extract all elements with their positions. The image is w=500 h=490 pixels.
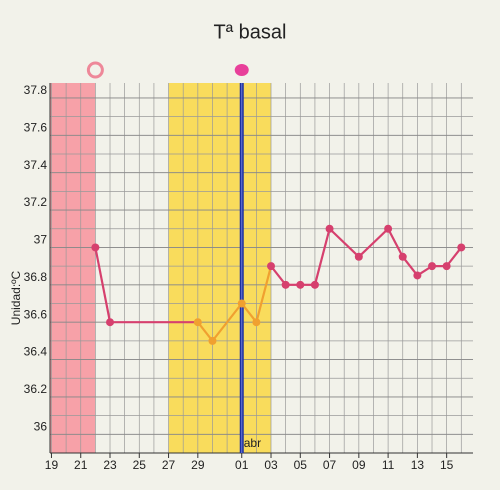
point (193, 318, 202, 327)
marker (234, 64, 249, 76)
line-segment (255, 265, 273, 323)
line-segment (387, 228, 404, 258)
y-tick-label: 37.2 (24, 195, 48, 209)
y-tick-label: 36.2 (24, 382, 48, 396)
month-label: abr (244, 436, 261, 450)
marker (86, 61, 104, 79)
x-tick-label: 11 (382, 458, 395, 472)
point (398, 252, 407, 261)
x-tick-label: 23 (103, 458, 117, 472)
x-tick-label: 05 (294, 458, 308, 472)
point (413, 271, 422, 280)
x-tick-label: 15 (440, 458, 454, 472)
y-tick-label: 36.4 (24, 345, 48, 359)
point (442, 262, 451, 271)
y-tick-label: 36.8 (24, 270, 48, 284)
line-segment (313, 228, 331, 286)
point (208, 336, 217, 345)
x-tick-label: 19 (45, 458, 59, 472)
y-tick-label: 37.8 (24, 83, 48, 97)
point (457, 243, 466, 252)
x-tick-label: 25 (133, 458, 147, 472)
line-segment (328, 227, 360, 258)
x-tick-label: 13 (411, 458, 425, 472)
line-segment (358, 227, 389, 258)
y-tick-label: 37.6 (24, 120, 48, 134)
point (237, 299, 246, 308)
point (281, 280, 290, 289)
x-tick-label: 03 (264, 458, 278, 472)
point (428, 262, 437, 271)
x-tick-label: 21 (74, 458, 88, 472)
y-tick-label: 36 (34, 419, 48, 433)
point (91, 243, 100, 252)
x-tick-label: 07 (323, 458, 337, 472)
point (310, 280, 319, 289)
point (252, 318, 261, 327)
point (267, 262, 276, 271)
x-tick-label: 29 (191, 458, 205, 472)
point (325, 224, 334, 233)
y-tick-label: 37.4 (24, 158, 48, 172)
point (354, 252, 363, 261)
point (106, 318, 115, 327)
x-tick-label: 27 (162, 458, 176, 472)
x-tick-label: 01 (235, 458, 249, 472)
band (50, 83, 96, 453)
y-tick-label: 36.6 (24, 307, 48, 321)
x-tick-label: 09 (352, 458, 366, 472)
chart-title: Tª basal (214, 21, 287, 43)
line-segment (211, 302, 243, 342)
point (296, 280, 305, 289)
band (168, 83, 272, 453)
y-tick-label: 37 (34, 233, 48, 247)
y-axis-label: Unidad:ºC (9, 270, 23, 325)
line-segment (94, 247, 112, 323)
point (384, 224, 393, 233)
